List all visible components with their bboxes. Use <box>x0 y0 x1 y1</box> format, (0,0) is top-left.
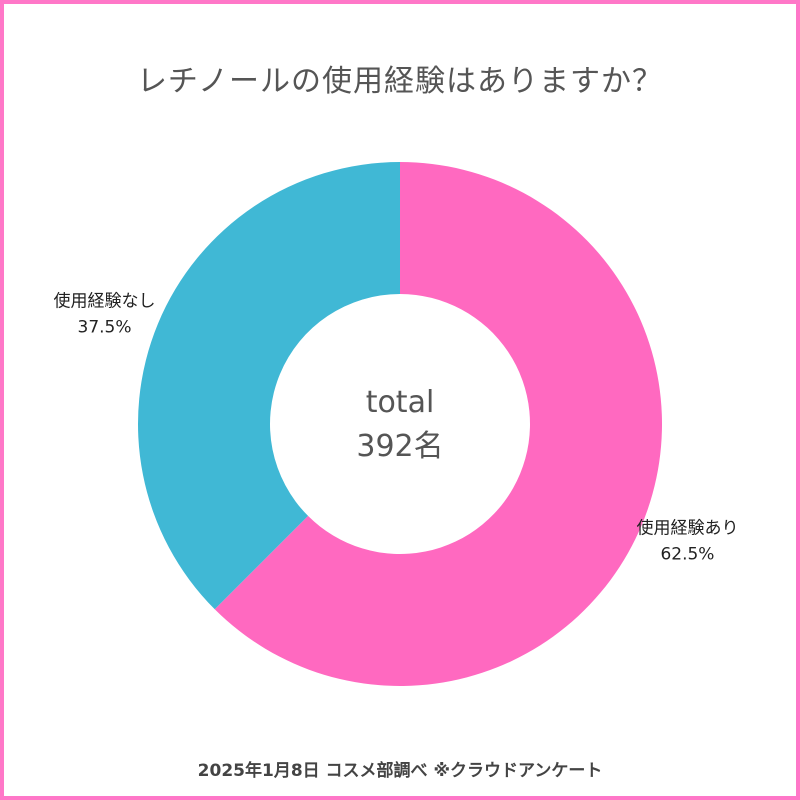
source-note: 2025年1月8日 コスメ部調べ ※クラウドアンケート <box>197 761 603 781</box>
donut-chart: 使用経験あり 62.5% 使用経験なし 37.5% total 392名 <box>54 162 739 686</box>
chart-title: レチノールの使用経験はありますか？ <box>136 64 664 99</box>
slice-category-label: 使用経験あり <box>636 517 738 538</box>
slice-category-label: 使用経験なし <box>54 291 156 312</box>
slice-yes <box>214 162 662 686</box>
center-total-label: total <box>366 385 435 420</box>
slice-label-yes: 使用経験あり 62.5% <box>636 517 738 564</box>
slice-percent-label: 62.5% <box>660 544 714 564</box>
slice-percent-label: 37.5% <box>78 318 132 338</box>
slices-group <box>138 162 662 686</box>
center-total-value: 392名 <box>356 429 443 464</box>
labels-group: 使用経験あり 62.5% 使用経験なし 37.5% <box>54 291 739 565</box>
slice-no <box>138 162 400 610</box>
slice-label-no: 使用経験なし 37.5% <box>54 291 156 338</box>
